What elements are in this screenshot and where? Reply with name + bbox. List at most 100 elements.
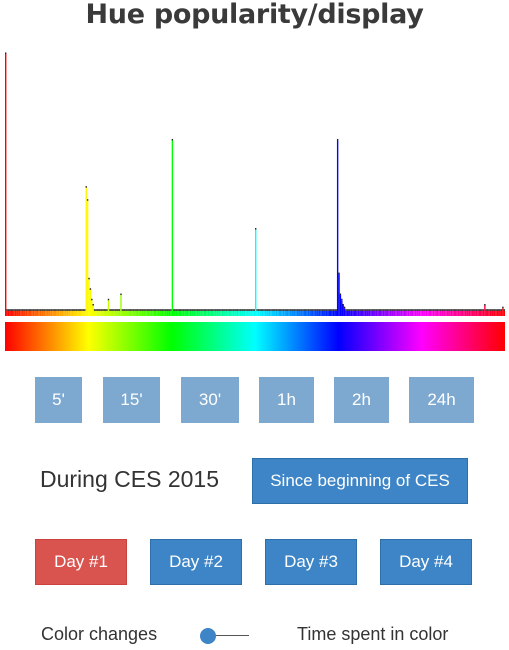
histogram-bar xyxy=(103,310,106,316)
histogram-bar-cap xyxy=(259,309,261,311)
histogram-bar xyxy=(439,310,442,316)
histogram-bar xyxy=(367,310,369,316)
histogram-bar-cap xyxy=(277,309,279,311)
histogram-bar-cap xyxy=(241,309,243,311)
histogram-bar xyxy=(356,310,358,316)
histogram-bar xyxy=(145,310,147,316)
histogram-bar-cap xyxy=(425,309,428,311)
histogram-bar xyxy=(357,310,360,316)
histogram-bar-cap xyxy=(155,309,157,311)
histogram-bar-cap xyxy=(121,309,124,311)
histogram-bar-cap xyxy=(66,309,68,311)
histogram-bar-cap xyxy=(264,309,267,311)
hue-spectrum-bar xyxy=(5,322,505,351)
histogram-bar-cap xyxy=(134,309,136,311)
histogram-bar-cap xyxy=(250,309,253,311)
histogram-bar-cap xyxy=(71,309,74,311)
histogram-bar xyxy=(500,310,503,316)
histogram-bar xyxy=(191,310,193,316)
histogram-bar-cap xyxy=(446,309,449,311)
histogram-bar xyxy=(353,310,356,316)
time-24h-button[interactable]: 24h xyxy=(409,377,474,423)
histogram-bar-cap xyxy=(218,309,221,311)
histogram-bar-cap xyxy=(266,309,268,311)
histogram-bar xyxy=(268,310,271,316)
histogram-bar xyxy=(405,310,407,316)
since-beginning-button[interactable]: Since beginning of CES xyxy=(252,458,468,504)
time-30min-button[interactable]: 30' xyxy=(181,377,239,423)
histogram-bar xyxy=(75,310,78,316)
histogram-bar-cap xyxy=(232,309,235,311)
histogram-bar-cap xyxy=(207,309,210,311)
histogram-bar xyxy=(442,310,444,316)
histogram-bar-cap xyxy=(331,309,333,311)
histogram-bar-cap xyxy=(68,309,71,311)
histogram-bar xyxy=(35,310,37,316)
histogram-bar-cap xyxy=(225,309,228,311)
histogram-bar-cap xyxy=(185,309,187,311)
histogram-bar-cap xyxy=(42,309,44,311)
histogram-bar xyxy=(84,310,86,316)
histogram-bar-cap xyxy=(373,309,375,311)
histogram-bar xyxy=(307,310,310,316)
histogram-bar-cap xyxy=(473,309,475,311)
histogram-bar-cap xyxy=(352,309,354,311)
day-2-button[interactable]: Day #2 xyxy=(150,539,242,585)
toggle-knob[interactable] xyxy=(200,628,216,644)
histogram-bar xyxy=(264,310,267,316)
histogram-bar xyxy=(443,310,446,316)
histogram-bar xyxy=(139,310,142,316)
histogram-bar xyxy=(66,310,68,316)
day-3-button[interactable]: Day #3 xyxy=(265,539,357,585)
histogram-bar-cap xyxy=(370,309,372,311)
histogram-bar-cap xyxy=(167,309,169,311)
day-4-button[interactable]: Day #4 xyxy=(380,539,472,585)
histogram-bar-cap xyxy=(238,309,240,311)
histogram-bar-cap xyxy=(116,309,118,311)
histogram-bar-cap xyxy=(248,309,250,311)
histogram-bar xyxy=(24,310,26,316)
histogram-bar xyxy=(141,310,143,316)
histogram-bar xyxy=(448,310,450,316)
histogram-bar-cap xyxy=(111,309,114,311)
histogram-bar-cap xyxy=(261,309,264,311)
time-1h-button[interactable]: 1h xyxy=(259,377,314,423)
histogram-bar xyxy=(193,310,196,316)
histogram-bar-cap xyxy=(452,309,454,311)
histogram-bar-cap xyxy=(128,309,131,311)
histogram-bar xyxy=(388,310,390,316)
histogram-bar-cap xyxy=(156,309,158,311)
histogram-bar xyxy=(150,310,153,316)
histogram-bar-cap xyxy=(306,309,308,311)
histogram-bar-cap xyxy=(348,309,350,311)
histogram-bar-cap xyxy=(485,309,487,311)
histogram-bar-cap xyxy=(286,309,289,311)
histogram-bar-cap xyxy=(285,309,287,311)
histogram-bar-cap xyxy=(135,309,137,311)
time-2h-button[interactable]: 2h xyxy=(334,377,389,423)
histogram-bar-cap xyxy=(430,309,432,311)
histogram-bar-cap xyxy=(410,309,412,311)
histogram-bar-cap xyxy=(268,309,271,311)
histogram-bar-cap xyxy=(118,309,121,311)
histogram-bar xyxy=(114,310,117,316)
histogram-bar xyxy=(28,310,31,316)
histogram-bar xyxy=(359,310,361,316)
day-1-button[interactable]: Day #1 xyxy=(35,539,127,585)
histogram-bar-cap xyxy=(496,309,499,311)
histogram-bar-cap xyxy=(143,309,146,311)
time-5min-button[interactable]: 5' xyxy=(35,377,82,423)
mode-toggle-switch[interactable] xyxy=(200,627,250,645)
histogram-bar xyxy=(374,310,376,316)
histogram-bar-cap xyxy=(221,309,224,311)
histogram-bar-cap xyxy=(193,309,196,311)
histogram-bar xyxy=(275,310,278,316)
histogram-bar-cap xyxy=(96,309,99,311)
histogram-bar xyxy=(148,310,150,316)
histogram-bar xyxy=(67,310,69,316)
histogram-bar-cap xyxy=(124,309,126,311)
time-15min-button[interactable]: 15' xyxy=(103,377,160,423)
histogram-bar-cap xyxy=(217,309,219,311)
histogram-bar-cap xyxy=(393,309,396,311)
histogram-bar xyxy=(243,310,246,316)
